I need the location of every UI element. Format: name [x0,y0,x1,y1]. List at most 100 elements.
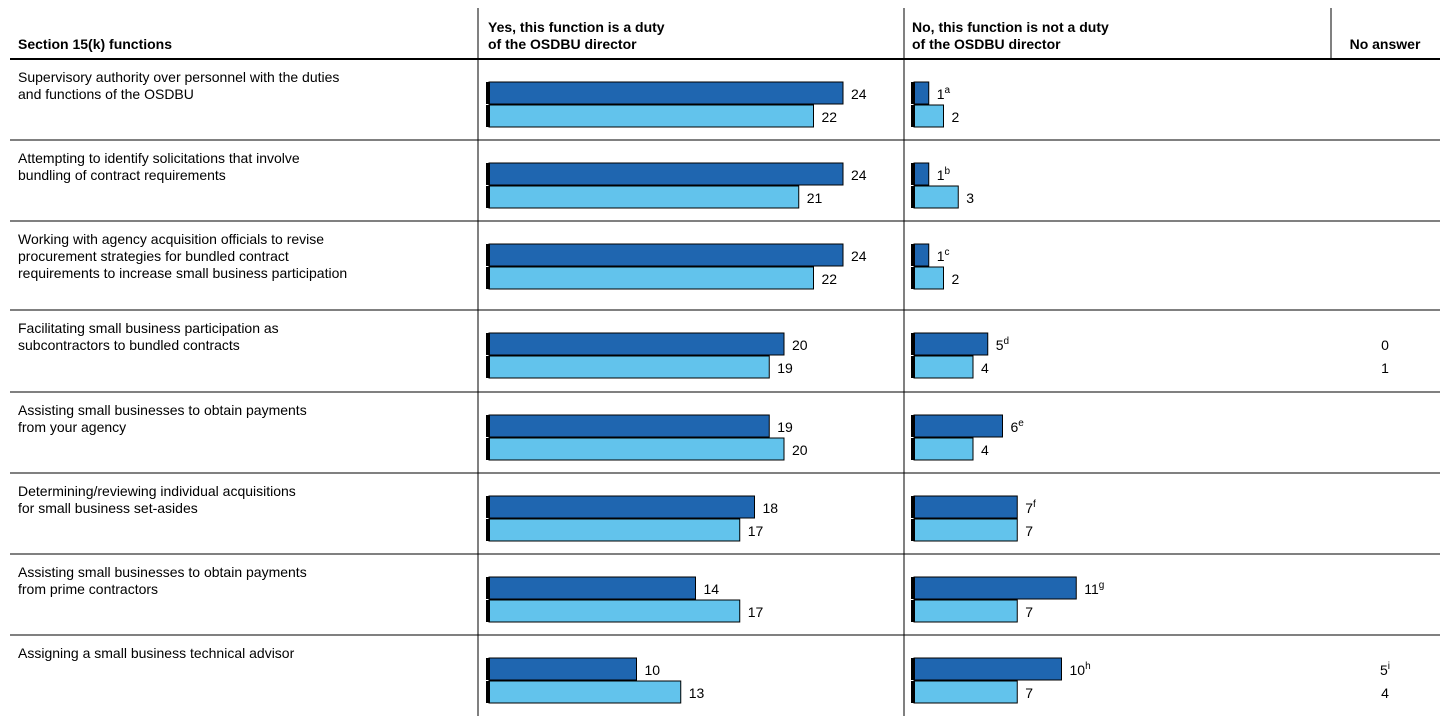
yes-value-label: 20 [792,442,808,458]
yes-bar-series-1 [488,162,844,186]
row-label-line: from prime contractors [18,581,158,597]
no-answer-value: 5i [1380,661,1390,678]
no-bar-edge [911,658,915,680]
yes-bar-series-2 [488,355,770,379]
no-bar-series-1 [913,81,930,105]
row-label-line: Assisting small businesses to obtain pay… [18,564,307,580]
footnote-marker: a [945,85,951,96]
row-label-line: Working with agency acquisition official… [18,231,324,247]
yes-bar-series-2 [488,104,814,128]
row-label: Facilitating small business participatio… [18,320,279,353]
yes-bar-edge [486,519,490,541]
row-label-line: Supervisory authority over personnel wit… [18,69,339,85]
yes-value-label: 20 [792,337,808,353]
footnote-marker: e [1018,418,1024,429]
header-functions: Section 15(k) functions [18,36,172,52]
footnote-marker: c [945,247,950,258]
table-row: Supervisory authority over personnel wit… [18,69,960,128]
yes-bar-edge [486,600,490,622]
row-label-line: from your agency [18,419,126,435]
no-value-label: 4 [981,360,989,376]
row-label-line: Attempting to identify solicitations tha… [18,150,300,166]
yes-value-label: 18 [763,500,779,516]
no-bar-edge [911,267,915,289]
yes-value-label: 24 [851,248,867,264]
yes-value-label: 21 [807,190,823,206]
row-label-line: and functions of the OSDBU [18,86,194,102]
row-label-line: Assisting small businesses to obtain pay… [18,402,307,418]
no-bar-series-1 [913,332,989,356]
no-bar-series-2 [913,680,1018,704]
no-bar-edge [911,82,915,104]
no-answer-value: 1 [1381,360,1389,376]
yes-bar-series-1 [488,332,785,356]
footnote-marker: d [1004,336,1010,347]
no-value-label: 7 [1025,604,1033,620]
no-bar-edge [911,356,915,378]
no-bar-series-1 [913,243,930,267]
no-bar-edge [911,577,915,599]
footnote-marker: f [1033,499,1036,510]
row-label: Working with agency acquisition official… [18,231,347,281]
no-bar-series-2 [913,266,944,290]
table-row: Determining/reviewing individual acquisi… [18,483,1036,542]
yes-value-label: 17 [748,604,764,620]
yes-bar-edge [486,267,490,289]
no-value-label: 10h [1070,661,1091,678]
no-value-label: 1b [937,166,951,183]
no-bar-series-2 [913,518,1018,542]
yes-value-label: 17 [748,523,764,539]
yes-value-label: 22 [822,271,838,287]
table-row: Assisting small businesses to obtain pay… [18,564,1104,623]
yes-value-label: 19 [777,419,793,435]
no-value-label: 6e [1011,418,1025,435]
no-value-label: 11g [1084,580,1104,597]
yes-bar-series-1 [488,495,755,519]
yes-bar-edge [486,186,490,208]
yes-bar-edge [486,356,490,378]
yes-value-label: 22 [822,109,838,125]
no-bar-edge [911,163,915,185]
no-value-label: 2 [952,109,960,125]
row-label-line: Determining/reviewing individual acquisi… [18,483,296,499]
no-value-label: 3 [966,190,974,206]
no-value-label: 1a [937,85,951,102]
row-label-line: requirements to increase small business … [18,265,347,281]
table-row: Working with agency acquisition official… [18,231,960,290]
yes-value-label: 24 [851,86,867,102]
row-label-line: procurement strategies for bundled contr… [18,248,289,264]
no-bar-series-1 [913,495,1018,519]
no-bar-edge [911,186,915,208]
yes-bar-series-1 [488,576,696,600]
yes-bar-edge [486,577,490,599]
yes-bar-series-1 [488,414,770,438]
header-no-line2: of the OSDBU director [912,36,1061,52]
footnote-marker: g [1099,580,1105,591]
footnote-marker: b [945,166,951,177]
no-bar-edge [911,105,915,127]
row-label-line: bundling of contract requirements [18,167,226,183]
table-row: Facilitating small business participatio… [18,320,1389,379]
footnote-marker: i [1388,661,1390,672]
table-row: Attempting to identify solicitations tha… [18,150,974,209]
table-rows: Supervisory authority over personnel wit… [18,69,1390,704]
no-bar-edge [911,519,915,541]
no-value-label: 7 [1025,523,1033,539]
yes-value-label: 13 [689,685,705,701]
yes-bar-series-1 [488,657,637,681]
table-row: Assisting small businesses to obtain pay… [18,402,1025,461]
header-no-line1: No, this function is not a duty [912,19,1109,35]
no-bar-series-1 [913,162,930,186]
yes-value-label: 10 [645,662,661,678]
yes-value-label: 14 [704,581,720,597]
no-bar-series-1 [913,576,1077,600]
no-answer-value: 4 [1381,685,1389,701]
row-label: Attempting to identify solicitations tha… [18,150,300,183]
yes-bar-series-1 [488,243,844,267]
no-bar-series-1 [913,657,1062,681]
yes-bar-series-2 [488,185,800,209]
yes-bar-edge [486,163,490,185]
row-label: Supervisory authority over personnel wit… [18,69,339,102]
